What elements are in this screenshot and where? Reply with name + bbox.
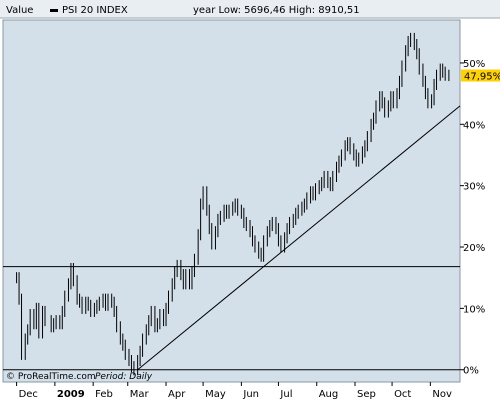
brand-label: © ProRealTime.com — [6, 372, 96, 382]
x-tick-label: May — [205, 389, 226, 400]
x-tick-label: Feb — [95, 389, 113, 400]
period-label: Period: Daily — [95, 372, 153, 382]
x-tick-label: Sep — [357, 389, 376, 400]
y-tick-label: 40% — [463, 120, 485, 131]
y-tick-label: 20% — [463, 243, 485, 254]
x-tick-label: Jun — [242, 389, 259, 400]
year-range-label: year Low: 5696,46 High: 8910,51 — [193, 5, 360, 16]
last-value-label: 47,95% — [464, 72, 500, 83]
plot-area — [2, 19, 461, 383]
x-tick-label: Oct — [394, 389, 411, 400]
value-label: Value — [6, 5, 33, 16]
series-marker — [50, 9, 58, 12]
series-label: PSI 20 INDEX — [62, 5, 128, 16]
header-bar — [0, 0, 500, 18]
y-tick-label: 0% — [463, 366, 479, 377]
x-tick-label: Mar — [130, 389, 150, 400]
x-tick-label: 2009 — [57, 389, 85, 400]
last-value-badge: 47,95% — [461, 69, 500, 83]
y-tick-label: 30% — [463, 182, 485, 193]
y-tick-label: 50% — [463, 59, 485, 70]
y-tick-label: 10% — [463, 304, 485, 315]
trend-line — [137, 105, 461, 371]
x-tick-label: Dec — [19, 389, 38, 400]
x-tick-label: Aug — [319, 389, 339, 400]
x-tick-label: Apr — [168, 389, 186, 400]
x-tick-label: Nov — [432, 389, 452, 400]
last-value-badge-bg — [461, 69, 500, 82]
x-tick-label: Jul — [279, 389, 292, 400]
